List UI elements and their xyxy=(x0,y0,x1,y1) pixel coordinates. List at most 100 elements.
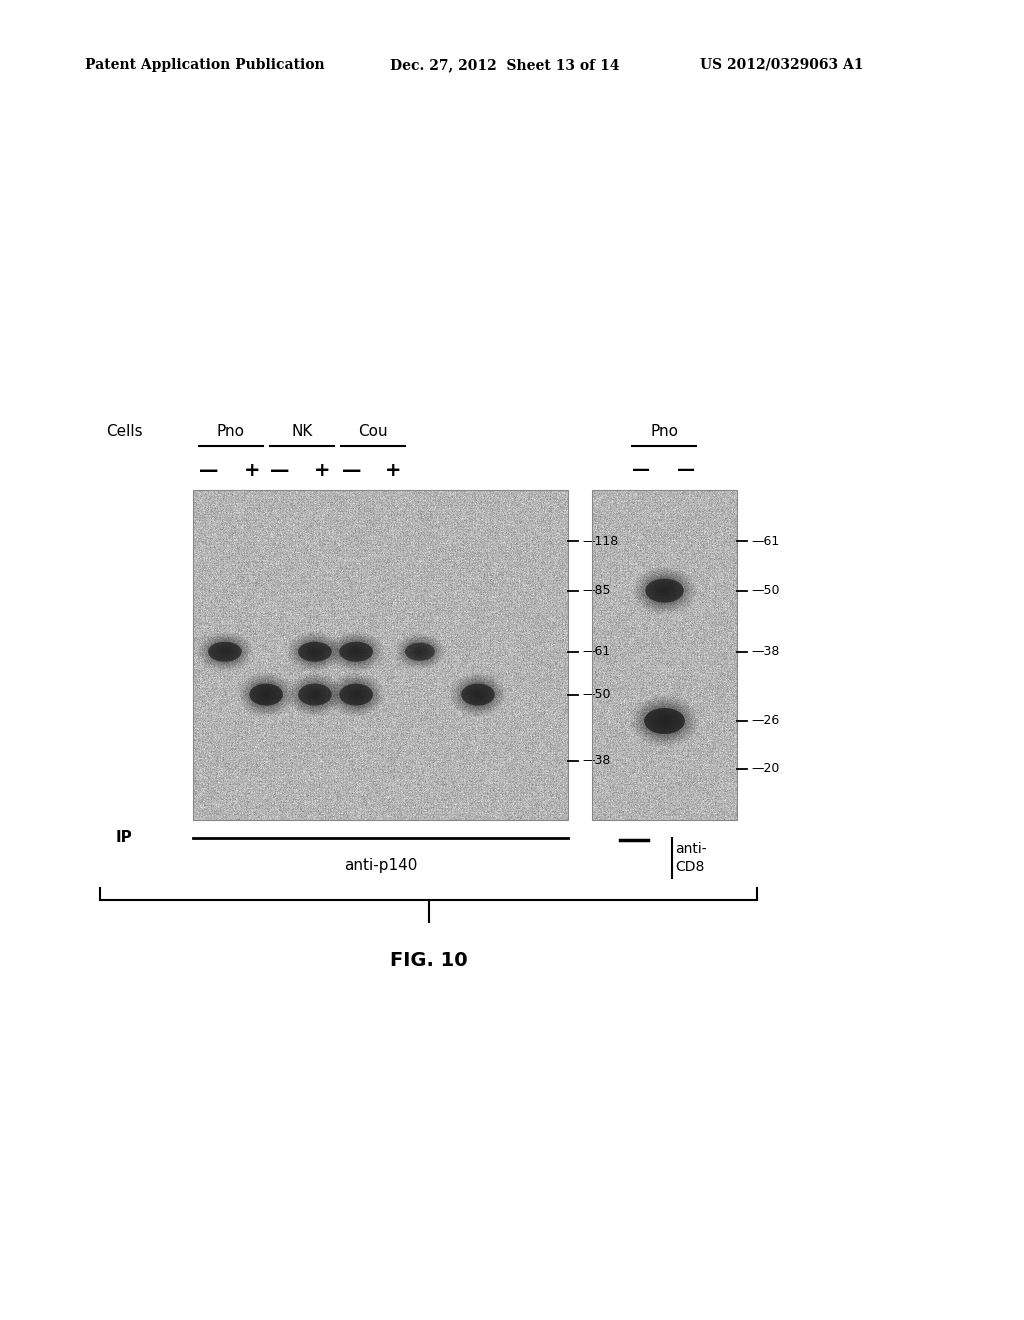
Ellipse shape xyxy=(208,642,242,661)
Ellipse shape xyxy=(457,678,499,711)
Ellipse shape xyxy=(453,675,504,715)
Ellipse shape xyxy=(305,686,325,702)
Ellipse shape xyxy=(459,680,497,709)
Ellipse shape xyxy=(296,639,334,665)
Text: —38: —38 xyxy=(582,754,610,767)
Ellipse shape xyxy=(292,676,338,713)
Ellipse shape xyxy=(461,684,495,706)
Text: Cou: Cou xyxy=(358,425,388,440)
Ellipse shape xyxy=(222,649,227,653)
Ellipse shape xyxy=(410,644,430,660)
Ellipse shape xyxy=(287,632,343,672)
Ellipse shape xyxy=(339,684,373,706)
Ellipse shape xyxy=(303,685,327,704)
Ellipse shape xyxy=(305,644,325,659)
Ellipse shape xyxy=(644,708,685,734)
Text: Patent Application Publication: Patent Application Publication xyxy=(85,58,325,73)
Ellipse shape xyxy=(656,585,673,597)
Text: —: — xyxy=(632,461,650,479)
Ellipse shape xyxy=(215,644,234,659)
Ellipse shape xyxy=(404,643,435,661)
Text: —: — xyxy=(200,461,219,479)
Ellipse shape xyxy=(296,680,334,709)
Ellipse shape xyxy=(217,647,232,657)
Text: —61: —61 xyxy=(582,645,610,659)
Ellipse shape xyxy=(289,634,341,671)
Ellipse shape xyxy=(647,708,682,734)
Ellipse shape xyxy=(328,673,384,717)
Ellipse shape xyxy=(650,710,679,733)
Ellipse shape xyxy=(397,635,442,668)
Ellipse shape xyxy=(339,642,373,661)
Ellipse shape xyxy=(416,648,424,655)
Ellipse shape xyxy=(399,636,440,667)
Text: +: + xyxy=(385,461,401,479)
Ellipse shape xyxy=(298,681,332,708)
Ellipse shape xyxy=(418,649,422,653)
Ellipse shape xyxy=(636,700,693,743)
Ellipse shape xyxy=(340,640,373,664)
Ellipse shape xyxy=(401,638,438,665)
Ellipse shape xyxy=(645,577,683,605)
Ellipse shape xyxy=(199,634,251,671)
Ellipse shape xyxy=(635,569,694,612)
Ellipse shape xyxy=(312,693,317,697)
Text: FIG. 10: FIG. 10 xyxy=(390,950,467,969)
Ellipse shape xyxy=(337,639,375,665)
Ellipse shape xyxy=(351,690,361,698)
Bar xyxy=(193,490,568,820)
Ellipse shape xyxy=(333,635,380,668)
Text: —20: —20 xyxy=(751,763,779,775)
Text: +: + xyxy=(313,461,331,479)
Ellipse shape xyxy=(408,643,432,661)
Ellipse shape xyxy=(351,648,361,655)
Ellipse shape xyxy=(245,678,288,711)
Ellipse shape xyxy=(312,649,317,653)
Bar xyxy=(592,490,737,820)
Ellipse shape xyxy=(395,634,444,669)
Ellipse shape xyxy=(658,717,671,726)
Ellipse shape xyxy=(208,640,242,664)
Ellipse shape xyxy=(473,690,483,698)
Ellipse shape xyxy=(301,684,329,706)
Ellipse shape xyxy=(475,693,481,697)
Ellipse shape xyxy=(252,684,281,706)
Ellipse shape xyxy=(346,644,366,659)
Text: NK: NK xyxy=(291,425,312,440)
Ellipse shape xyxy=(462,681,495,708)
Ellipse shape xyxy=(289,675,341,715)
Ellipse shape xyxy=(202,635,248,668)
Text: anti-
CD8: anti- CD8 xyxy=(675,842,707,874)
Ellipse shape xyxy=(254,685,279,704)
Ellipse shape xyxy=(342,642,371,661)
Ellipse shape xyxy=(292,635,338,668)
Ellipse shape xyxy=(247,680,285,709)
Ellipse shape xyxy=(349,689,364,701)
Ellipse shape xyxy=(241,675,292,715)
Ellipse shape xyxy=(631,696,698,747)
Text: US 2012/0329063 A1: US 2012/0329063 A1 xyxy=(700,58,863,73)
Ellipse shape xyxy=(263,693,269,697)
Ellipse shape xyxy=(333,676,380,713)
Ellipse shape xyxy=(213,643,237,660)
Ellipse shape xyxy=(298,642,332,661)
Ellipse shape xyxy=(648,578,681,603)
Ellipse shape xyxy=(298,640,332,664)
Ellipse shape xyxy=(344,685,368,704)
Ellipse shape xyxy=(662,718,668,723)
Ellipse shape xyxy=(335,636,377,667)
Ellipse shape xyxy=(249,684,283,706)
Ellipse shape xyxy=(471,689,485,701)
Ellipse shape xyxy=(204,636,246,667)
Ellipse shape xyxy=(645,578,684,603)
Ellipse shape xyxy=(642,704,687,738)
Text: —61: —61 xyxy=(751,535,779,548)
Ellipse shape xyxy=(450,673,506,717)
Text: Cells: Cells xyxy=(105,425,142,440)
Ellipse shape xyxy=(353,693,359,697)
Ellipse shape xyxy=(638,570,691,611)
Ellipse shape xyxy=(466,685,489,704)
Ellipse shape xyxy=(464,684,493,706)
Ellipse shape xyxy=(328,632,384,672)
Ellipse shape xyxy=(655,714,674,727)
